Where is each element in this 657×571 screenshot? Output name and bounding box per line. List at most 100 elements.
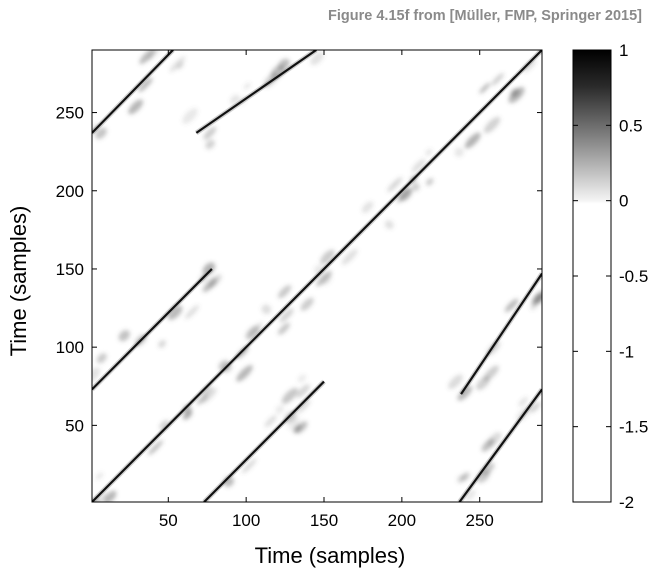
y-axis-label: Time (samples)	[6, 206, 31, 357]
similarity-blob	[483, 116, 501, 134]
similarity-blob	[203, 126, 217, 140]
similarity-blob	[411, 182, 420, 192]
x-tick-label: 250	[466, 511, 494, 530]
similarity-blob	[208, 274, 222, 288]
similarity-blob	[523, 59, 537, 73]
similarity-blob	[288, 417, 301, 430]
similarity-blob	[261, 304, 272, 315]
similarity-blob	[297, 374, 307, 383]
similarity-blob	[295, 421, 308, 434]
similarity-blob	[454, 147, 464, 157]
similarity-blob	[182, 108, 198, 124]
similarity-blob	[92, 492, 107, 502]
similarity-blob	[530, 401, 541, 413]
similarity-blob	[448, 374, 463, 390]
similarity-blob	[182, 410, 193, 420]
path-segment	[195, 50, 317, 134]
similarity-blob	[184, 305, 199, 319]
similarity-blob	[159, 420, 169, 430]
colorbar-tick-label: 0	[619, 192, 628, 211]
y-tick-label: 150	[56, 260, 84, 279]
similarity-blob	[196, 394, 208, 405]
colorbar-tick-label: -1.5	[619, 418, 648, 437]
similarity-blob	[320, 273, 333, 285]
similarity-blob	[95, 472, 104, 480]
colorbar	[572, 49, 612, 503]
similarity-blob	[97, 506, 109, 518]
similarity-blob	[281, 387, 298, 404]
similarity-blob	[530, 302, 538, 311]
similarity-blob	[95, 127, 107, 140]
similarity-blob	[118, 330, 130, 342]
similarity-blob	[103, 490, 117, 502]
similarity-blob	[465, 489, 476, 501]
x-axis-label: Time (samples)	[255, 543, 406, 568]
similarity-blob	[176, 62, 184, 70]
similarity-blob	[277, 322, 290, 335]
similarity-blob	[481, 462, 495, 476]
y-axis-ticks: 50 100 150 200 250	[56, 104, 542, 435]
similarity-blob	[236, 346, 249, 359]
similarity-blob	[139, 50, 155, 65]
similarity-blob	[411, 158, 426, 173]
similarity-blob	[243, 82, 251, 90]
similarity-blob	[138, 77, 153, 92]
similarity-blob	[275, 405, 285, 414]
path-segment	[460, 273, 542, 395]
similarity-blob	[300, 297, 314, 311]
colorbar-tick-label: 1	[619, 41, 628, 60]
similarity-blob	[277, 285, 292, 299]
similarity-blob	[464, 132, 481, 149]
similarity-blob	[167, 305, 183, 320]
similarity-blob	[169, 56, 186, 73]
similarity-blob	[297, 399, 311, 414]
similarity-blob	[92, 367, 101, 383]
path-segment	[458, 388, 542, 502]
colorbar-tick-label: -1	[619, 342, 634, 361]
similarity-blob	[476, 376, 490, 391]
colorbar-tick-label: -0.5	[619, 267, 648, 286]
colorbar-tick-label: -2	[619, 493, 634, 512]
similarity-blob	[241, 458, 257, 474]
similarity-blob	[457, 385, 473, 401]
similarity-blob	[202, 262, 216, 276]
similarity-blob	[279, 308, 294, 323]
path-segment	[92, 50, 174, 134]
similarity-blob	[425, 148, 433, 156]
similarity-blob	[277, 58, 290, 71]
similarity-blob	[504, 298, 519, 313]
similarity-blob	[518, 397, 528, 407]
similarity-blob	[264, 415, 277, 428]
similarity-blob	[284, 411, 297, 424]
plot-frame	[91, 49, 543, 503]
similarity-blob	[387, 177, 403, 193]
similarity-blob	[384, 220, 394, 230]
similarity-blob	[310, 51, 324, 66]
figure-caption: Figure 4.15f from [Müller, FMP, Springer…	[328, 8, 642, 24]
similarity-blob	[341, 249, 358, 265]
similarity-blob	[457, 475, 466, 484]
similarity-blob	[96, 353, 107, 364]
colorbar-ticks: 1 0.5 0 -0.5 -1 -1.5 -2	[573, 41, 648, 512]
similarity-blob	[202, 385, 213, 396]
y-tick-label: 250	[56, 104, 84, 123]
similarity-blob	[481, 438, 495, 452]
similarity-blob	[320, 249, 335, 265]
similarity-blob	[205, 139, 215, 150]
similarity-blob	[236, 365, 253, 382]
similarity-blob	[128, 99, 143, 115]
similarity-blobs	[74, 50, 542, 518]
path-segment	[203, 380, 325, 502]
y-tick-label: 100	[56, 338, 84, 357]
x-tick-label: 150	[310, 511, 338, 530]
similarity-blob	[245, 325, 260, 340]
path-segments	[92, 50, 542, 502]
similarity-blob	[491, 73, 504, 86]
y-tick-label: 200	[56, 182, 84, 201]
similarity-blob	[74, 370, 87, 383]
similarity-blob	[425, 178, 434, 186]
similarity-blob	[479, 82, 491, 94]
similarity-blob	[158, 340, 167, 348]
similarity-blob	[148, 440, 163, 456]
